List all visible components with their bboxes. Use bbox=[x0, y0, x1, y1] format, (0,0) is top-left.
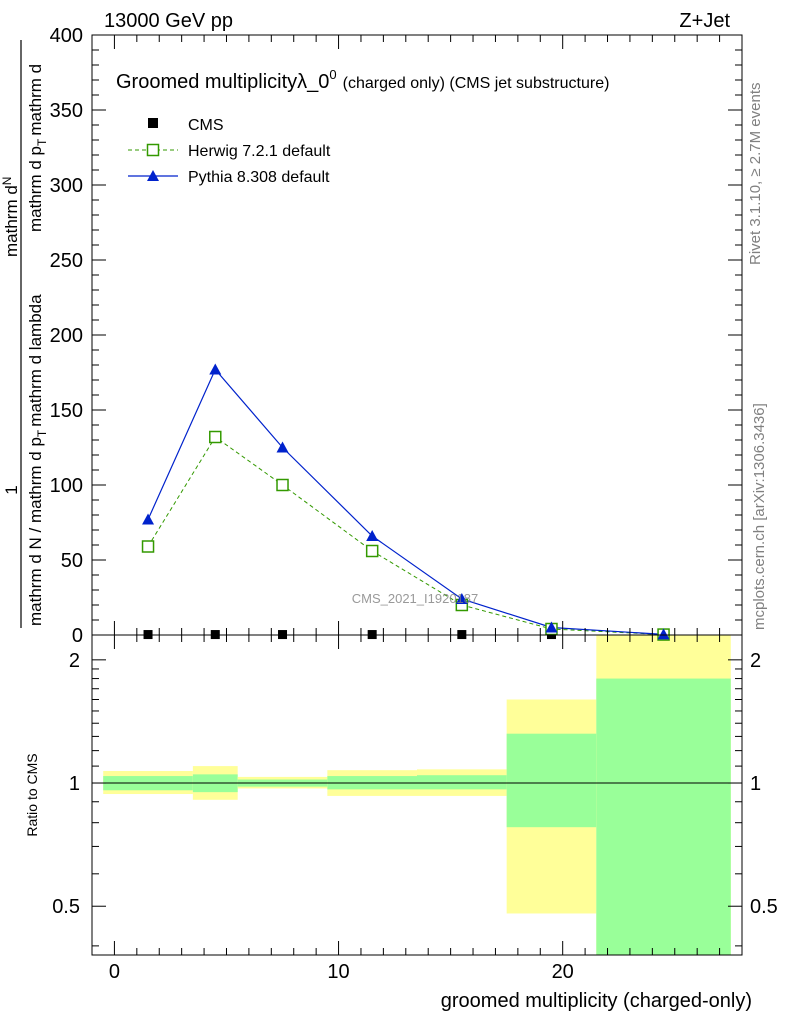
ratio-ytick-label-left: 1 bbox=[69, 773, 80, 795]
herwig-point bbox=[365, 544, 379, 558]
legend-marker-cms bbox=[148, 118, 158, 128]
chart-title-sub: (charged only) (CMS jet substructure) bbox=[343, 75, 610, 92]
main-ytick-label: 250 bbox=[50, 250, 83, 272]
herwig-point bbox=[141, 540, 155, 553]
watermark: CMS_2021_I1920187 bbox=[352, 591, 479, 606]
ylabel-pt-sub-2: T bbox=[35, 138, 49, 146]
ylabel-numerator-2: mathrm d pTmathrm d bbox=[26, 64, 49, 232]
ylabel-numerator: mathrm dN bbox=[0, 177, 21, 257]
ratio-ytick-label-left: 0.5 bbox=[52, 896, 80, 918]
main-ytick-label: 350 bbox=[50, 100, 83, 122]
x-axis: 0 10 20 bbox=[91, 35, 743, 983]
xtick-label: 0 bbox=[109, 961, 120, 983]
ratio-band-green bbox=[417, 775, 507, 790]
ratio-ytick-label-right: 2 bbox=[750, 650, 761, 672]
pythia-point bbox=[209, 363, 222, 375]
ratio-band-green bbox=[596, 678, 731, 955]
legend-label-herwig: Herwig 7.2.1 default bbox=[188, 143, 331, 160]
ylabel-prefix: 1 bbox=[2, 485, 21, 494]
legend-marker-pythia bbox=[147, 170, 159, 181]
chart-title-sup: 0 bbox=[329, 67, 336, 82]
ylabel-denominator: mathrm d N / mathrm d pTmathrm d lambda bbox=[26, 294, 49, 626]
legend: CMS Herwig 7.2.1 default Pythia 8.308 de… bbox=[128, 117, 331, 186]
legend-label-pythia: Pythia 8.308 default bbox=[188, 169, 330, 186]
chart-title-main: Groomed multiplicityλ_00(charged only) (… bbox=[116, 67, 609, 93]
main-ytick-label: 150 bbox=[50, 400, 83, 422]
pythia-point bbox=[142, 513, 155, 525]
energy-label: 13000 GeV pp bbox=[104, 10, 233, 32]
main-y-axis: 400 350 300 250 200 150 100 50 0 bbox=[50, 25, 742, 647]
pythia-point bbox=[545, 621, 558, 633]
ratio-ytick-label-right: 1 bbox=[750, 773, 761, 795]
herwig-point bbox=[209, 430, 222, 444]
x-axis-label: groomed multiplicity (charged-only) bbox=[441, 990, 752, 1012]
ratio-ytick-label-right: 0.5 bbox=[750, 896, 778, 918]
xtick-label: 20 bbox=[552, 961, 574, 983]
ratio-bands bbox=[103, 635, 731, 955]
main-ytick-label: 200 bbox=[50, 325, 83, 347]
pythia-point bbox=[657, 628, 670, 640]
pythia-point bbox=[455, 593, 468, 604]
ylabel-N-sup: N bbox=[0, 177, 14, 186]
pythia-point bbox=[276, 441, 289, 453]
mcplots-label: mcplots.cern.ch [arXiv:1306.3436] bbox=[751, 403, 768, 630]
ratio-band-green bbox=[506, 733, 597, 828]
ratio-y-axis: 2 2 1 1 0.5 0.5 bbox=[52, 650, 778, 947]
herwig-point bbox=[276, 478, 289, 492]
process-label: Z+Jet bbox=[679, 10, 730, 32]
ratio-ytick-label-left: 2 bbox=[69, 650, 80, 672]
main-ytick-label: 50 bbox=[61, 550, 83, 572]
ratio-frame bbox=[91, 634, 743, 956]
pythia-point bbox=[366, 530, 379, 541]
main-ytick-label: 300 bbox=[50, 175, 83, 197]
main-plot-area bbox=[92, 35, 742, 635]
main-ytick-label: 0 bbox=[72, 625, 83, 647]
rivet-label: Rivet 3.1.10, ≥ 2.7M events bbox=[747, 83, 764, 266]
ylabel-pt-sub-1: T bbox=[35, 429, 49, 437]
legend-label-cms: CMS bbox=[188, 117, 224, 134]
legend-marker-herwig bbox=[146, 143, 160, 157]
main-ylabel: 1 mathrm d N / mathrm d pTmathrm d lambd… bbox=[0, 40, 49, 628]
main-ytick-label: 400 bbox=[50, 25, 83, 47]
main-ytick-label: 100 bbox=[50, 475, 83, 497]
ratio-ylabel: Ratio to CMS bbox=[24, 753, 40, 836]
xtick-label: 10 bbox=[327, 961, 349, 983]
